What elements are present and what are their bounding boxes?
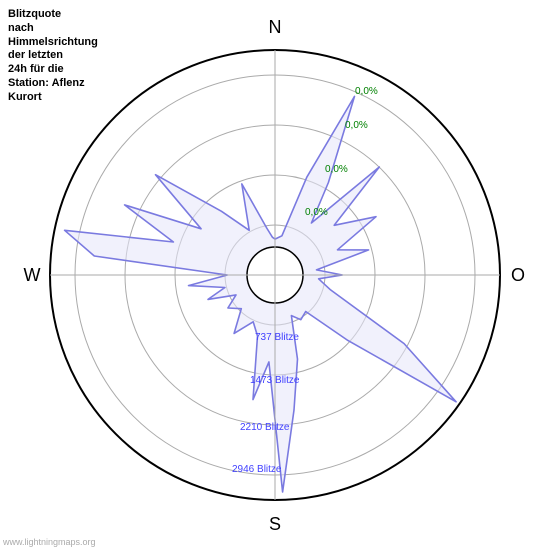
count-label: 737 Blitze bbox=[255, 332, 299, 343]
cardinal-w: W bbox=[24, 265, 41, 285]
percent-label: 0,0% bbox=[345, 120, 368, 131]
count-label: 2946 Blitze bbox=[232, 464, 282, 475]
watermark: www.lightningmaps.org bbox=[3, 537, 96, 547]
percent-label: 0,0% bbox=[325, 164, 348, 175]
cardinal-o: O bbox=[511, 265, 525, 285]
cardinal-n: N bbox=[269, 17, 282, 37]
count-label: 2210 Blitze bbox=[240, 422, 290, 433]
cardinal-s: S bbox=[269, 514, 281, 534]
percent-label: 0,0% bbox=[355, 86, 378, 97]
polar-chart: N O S W 0,0% 0,0% 0,0% 0,0% 737 Blitze 1473 Bli… bbox=[0, 0, 550, 550]
count-label: 1473 Blitze bbox=[250, 375, 300, 386]
percent-label: 0,0% bbox=[305, 207, 328, 218]
